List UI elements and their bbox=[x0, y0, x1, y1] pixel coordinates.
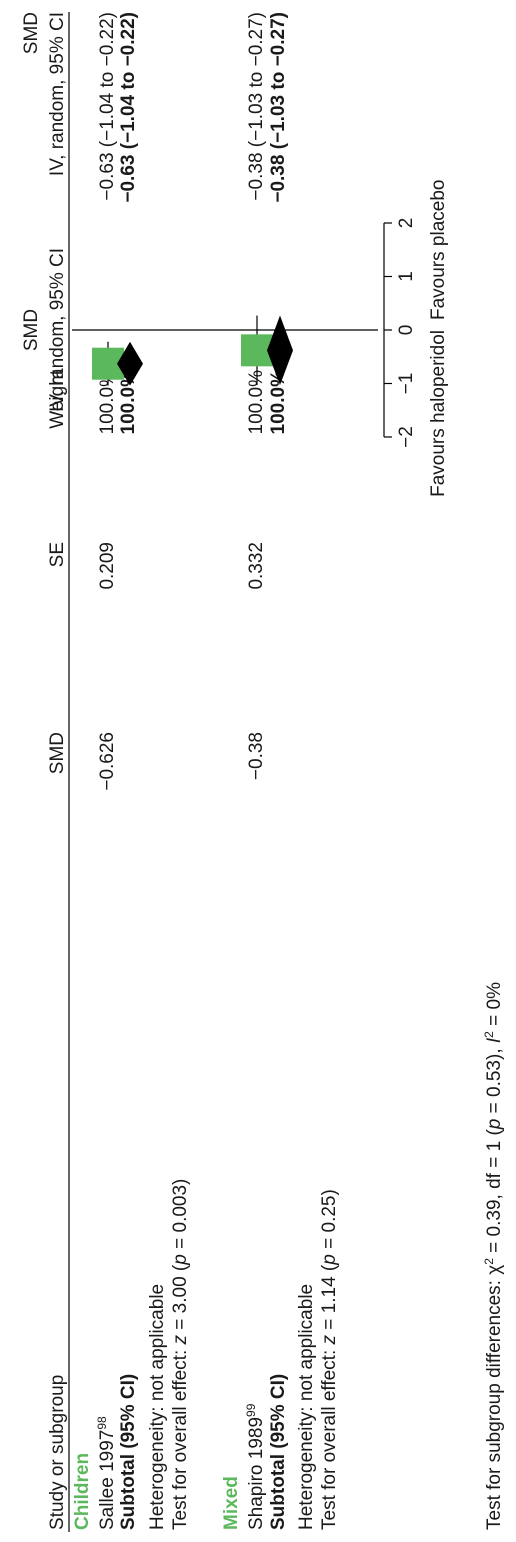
col-header-plot-line1: SMD bbox=[21, 309, 42, 351]
heterogeneity-children: Heterogeneity: not applicable bbox=[147, 1284, 168, 1530]
ci-text-sallee: −0.63 (−1.04 to −0.22) bbox=[97, 12, 118, 201]
col-header-ci-line2: IV, random, 95% CI bbox=[47, 12, 68, 176]
study-ref-shapiro: 99 bbox=[244, 1403, 258, 1417]
col-header-study: Study or subgroup bbox=[47, 1375, 68, 1530]
x-tick-label-4: 2 bbox=[396, 218, 417, 229]
smd-value-sallee: −0.626 bbox=[97, 732, 118, 791]
subtotal-diamond-children bbox=[117, 341, 143, 386]
weight-value-shapiro: 100.0% bbox=[246, 370, 267, 435]
x-tick-label-0: −2 bbox=[396, 426, 417, 448]
study-name-shapiro: Shapiro 1989 bbox=[246, 1417, 267, 1530]
subtotal-weight-children: 100.0% bbox=[118, 370, 139, 435]
col-header-ci-line1: SMD bbox=[21, 12, 42, 54]
study-label-shapiro: Shapiro 198999 bbox=[244, 1403, 267, 1530]
ci-text-shapiro: −0.38 (−1.03 to −0.27) bbox=[246, 12, 267, 201]
heterogeneity-mixed: Heterogeneity: not applicable bbox=[296, 1284, 317, 1530]
subtotal-weight-mixed: 100.0% bbox=[268, 370, 289, 435]
subtotal-ci-children: −0.63 (−1.04 to −0.22) bbox=[118, 12, 139, 203]
se-value-sallee: 0.209 bbox=[97, 542, 118, 590]
subtotal-ci-mixed: −0.38 (−1.03 to −0.27) bbox=[268, 12, 289, 203]
col-header-se: SE bbox=[47, 542, 68, 567]
x-tick-label-2: 0 bbox=[396, 325, 417, 336]
subgroup-label-children: Children bbox=[72, 1453, 93, 1530]
effect-square-sallee bbox=[92, 347, 124, 380]
subgroup-label-mixed: Mixed bbox=[221, 1476, 242, 1530]
favours-left-label: Favours haloperidol bbox=[428, 330, 449, 497]
smd-value-shapiro: −0.38 bbox=[246, 732, 267, 780]
favours-right-label: Favours placebo bbox=[428, 180, 449, 320]
effect-square-shapiro bbox=[241, 334, 273, 367]
study-name-sallee: Sallee 1997 bbox=[97, 1430, 118, 1530]
col-header-weight: Weight bbox=[47, 369, 68, 429]
col-header-smd: SMD bbox=[47, 732, 68, 774]
overall-effect-mixed: Test for overall effect: z = 1.14 (p = 0… bbox=[319, 1189, 340, 1530]
subtotal-diamond-mixed bbox=[267, 315, 293, 386]
study-label-sallee: Sallee 199798 bbox=[95, 1416, 118, 1530]
subtotal-label-mixed: Subtotal (95% CI) bbox=[268, 1374, 289, 1530]
forest-plot-area: −2 −1 0 1 2 bbox=[72, 218, 417, 448]
col-header-plot-line2: IV, random, 95% CI bbox=[47, 248, 68, 412]
study-ref-sallee: 98 bbox=[95, 1416, 109, 1430]
subgroup-differences-test: Test for subgroup differences: χ2 = 0.39… bbox=[482, 982, 505, 1530]
overall-effect-children: Test for overall effect: z = 3.00 (p = 0… bbox=[170, 1179, 191, 1530]
x-tick-label-3: 1 bbox=[396, 271, 417, 282]
x-tick-label-1: −1 bbox=[396, 373, 417, 395]
se-value-shapiro: 0.332 bbox=[246, 542, 267, 590]
subtotal-label-children: Subtotal (95% CI) bbox=[118, 1374, 139, 1530]
weight-value-sallee: 100.0% bbox=[97, 370, 118, 435]
